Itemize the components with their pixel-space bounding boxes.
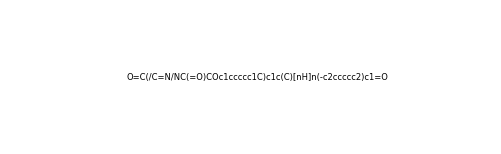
Text: O=C(/C=N/NC(=O)COc1ccccc1C)c1c(C)[nH]n(-c2ccccc2)c1=O: O=C(/C=N/NC(=O)COc1ccccc1C)c1c(C)[nH]n(-… xyxy=(126,73,387,82)
